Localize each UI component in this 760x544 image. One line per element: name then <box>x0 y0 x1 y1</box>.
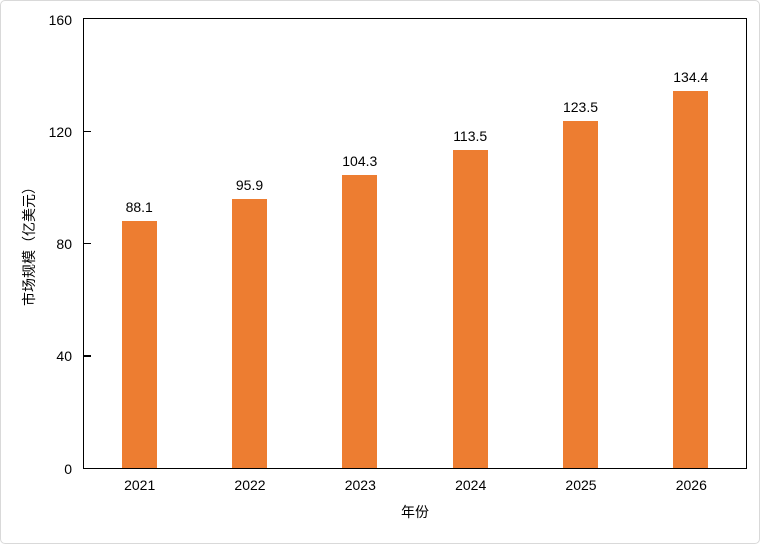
plot-area: 88.1 95.9 104.3 113.5 123.5 134.4 <box>83 18 747 469</box>
y-tick-mark <box>84 242 91 245</box>
bar <box>121 220 157 468</box>
y-tick-label: 80 <box>56 236 72 252</box>
x-tick-label: 2024 <box>455 477 487 493</box>
bar-value-label: 88.1 <box>125 198 153 215</box>
bar <box>673 90 709 468</box>
y-tick-label: 40 <box>56 348 72 365</box>
bar-value-label: 123.5 <box>562 99 599 116</box>
bar <box>563 121 598 468</box>
bar-value-label: 95.9 <box>235 176 264 193</box>
x-tick-label: 2023 <box>344 477 376 493</box>
x-tick-label: 2022 <box>234 477 266 493</box>
y-tick-label: 0 <box>64 460 72 477</box>
bar-value-label: 134.4 <box>673 68 709 85</box>
bar-value-label: 104.3 <box>342 153 378 170</box>
x-axis-title: 年份 <box>401 504 429 520</box>
y-tick-mark <box>84 355 91 357</box>
x-tick-label: 2026 <box>675 477 707 493</box>
bar <box>232 198 267 468</box>
bar-value-label: 113.5 <box>453 127 488 144</box>
y-tick-mark <box>84 130 91 132</box>
bar <box>342 175 378 468</box>
y-tick-label: 160 <box>48 11 72 28</box>
x-tick-label: 2025 <box>565 477 597 493</box>
bar <box>452 149 488 468</box>
x-tick-label: 2021 <box>124 477 156 493</box>
y-tick-label: 120 <box>48 123 72 140</box>
